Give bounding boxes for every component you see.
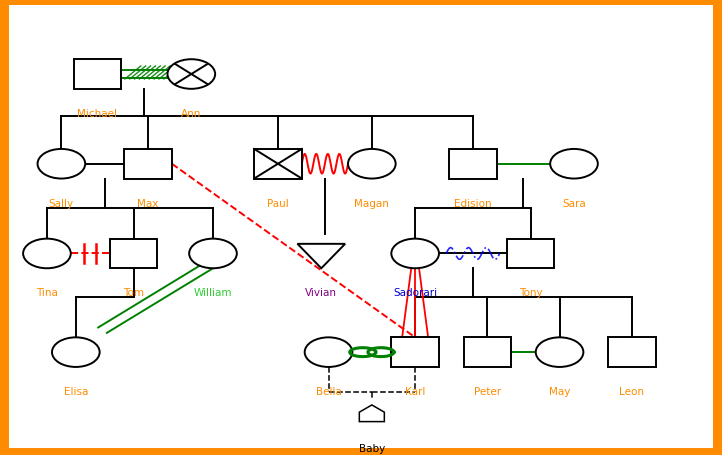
Bar — [254, 149, 302, 178]
Text: Baby: Baby — [359, 444, 385, 454]
Circle shape — [391, 239, 439, 268]
Text: Vivian: Vivian — [305, 288, 337, 298]
Circle shape — [189, 239, 237, 268]
Text: Tony: Tony — [519, 288, 542, 298]
Bar — [391, 337, 439, 367]
Text: Edision: Edision — [454, 199, 492, 209]
Circle shape — [305, 337, 352, 367]
Bar — [110, 239, 157, 268]
Circle shape — [168, 59, 215, 89]
Text: Sally: Sally — [49, 199, 74, 209]
Circle shape — [348, 149, 396, 178]
Text: Bella: Bella — [316, 387, 342, 397]
Bar — [507, 239, 554, 268]
Text: Ann: Ann — [181, 109, 201, 119]
Polygon shape — [297, 244, 345, 268]
Text: Sara: Sara — [562, 199, 586, 209]
Text: Magan: Magan — [355, 199, 389, 209]
Text: May: May — [549, 387, 570, 397]
Circle shape — [536, 337, 583, 367]
Text: Paul: Paul — [267, 199, 289, 209]
Circle shape — [38, 149, 85, 178]
Bar — [464, 337, 511, 367]
Text: Tina: Tina — [36, 288, 58, 298]
Text: Elisa: Elisa — [64, 387, 88, 397]
Bar — [449, 149, 497, 178]
Text: Max: Max — [137, 199, 159, 209]
Text: Karl: Karl — [405, 387, 425, 397]
Text: Sadorari: Sadorari — [393, 288, 438, 298]
Text: Leon: Leon — [619, 387, 644, 397]
Circle shape — [52, 337, 100, 367]
Circle shape — [23, 239, 71, 268]
Bar — [124, 149, 172, 178]
Text: Tom: Tom — [123, 288, 144, 298]
Text: Michael: Michael — [77, 109, 118, 119]
Text: William: William — [193, 288, 232, 298]
Bar — [74, 59, 121, 89]
Text: Peter: Peter — [474, 387, 501, 397]
Polygon shape — [360, 405, 384, 422]
Circle shape — [550, 149, 598, 178]
Bar — [608, 337, 656, 367]
